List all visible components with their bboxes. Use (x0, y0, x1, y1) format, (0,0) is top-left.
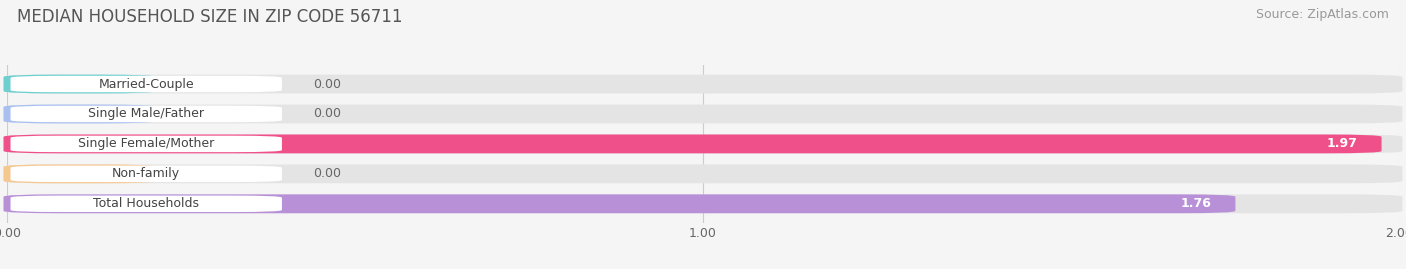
Text: Single Female/Mother: Single Female/Mother (79, 137, 214, 150)
Text: Single Male/Father: Single Male/Father (89, 108, 204, 121)
Text: Married-Couple: Married-Couple (98, 77, 194, 91)
FancyBboxPatch shape (4, 134, 1382, 153)
FancyBboxPatch shape (10, 166, 283, 182)
FancyBboxPatch shape (4, 75, 156, 93)
FancyBboxPatch shape (10, 136, 283, 152)
Text: 1.97: 1.97 (1326, 137, 1357, 150)
FancyBboxPatch shape (10, 76, 283, 92)
FancyBboxPatch shape (4, 105, 156, 123)
FancyBboxPatch shape (4, 164, 156, 183)
FancyBboxPatch shape (4, 194, 1236, 213)
Text: Non-family: Non-family (112, 167, 180, 180)
FancyBboxPatch shape (4, 194, 1402, 213)
Text: 0.00: 0.00 (314, 167, 342, 180)
FancyBboxPatch shape (4, 105, 1402, 123)
FancyBboxPatch shape (4, 164, 1402, 183)
FancyBboxPatch shape (10, 106, 283, 122)
Text: MEDIAN HOUSEHOLD SIZE IN ZIP CODE 56711: MEDIAN HOUSEHOLD SIZE IN ZIP CODE 56711 (17, 8, 402, 26)
FancyBboxPatch shape (10, 196, 283, 212)
Text: 1.76: 1.76 (1180, 197, 1211, 210)
Text: Total Households: Total Households (93, 197, 200, 210)
Text: 0.00: 0.00 (314, 77, 342, 91)
Text: Source: ZipAtlas.com: Source: ZipAtlas.com (1256, 8, 1389, 21)
FancyBboxPatch shape (4, 134, 1402, 153)
Text: 0.00: 0.00 (314, 108, 342, 121)
FancyBboxPatch shape (4, 75, 1402, 93)
